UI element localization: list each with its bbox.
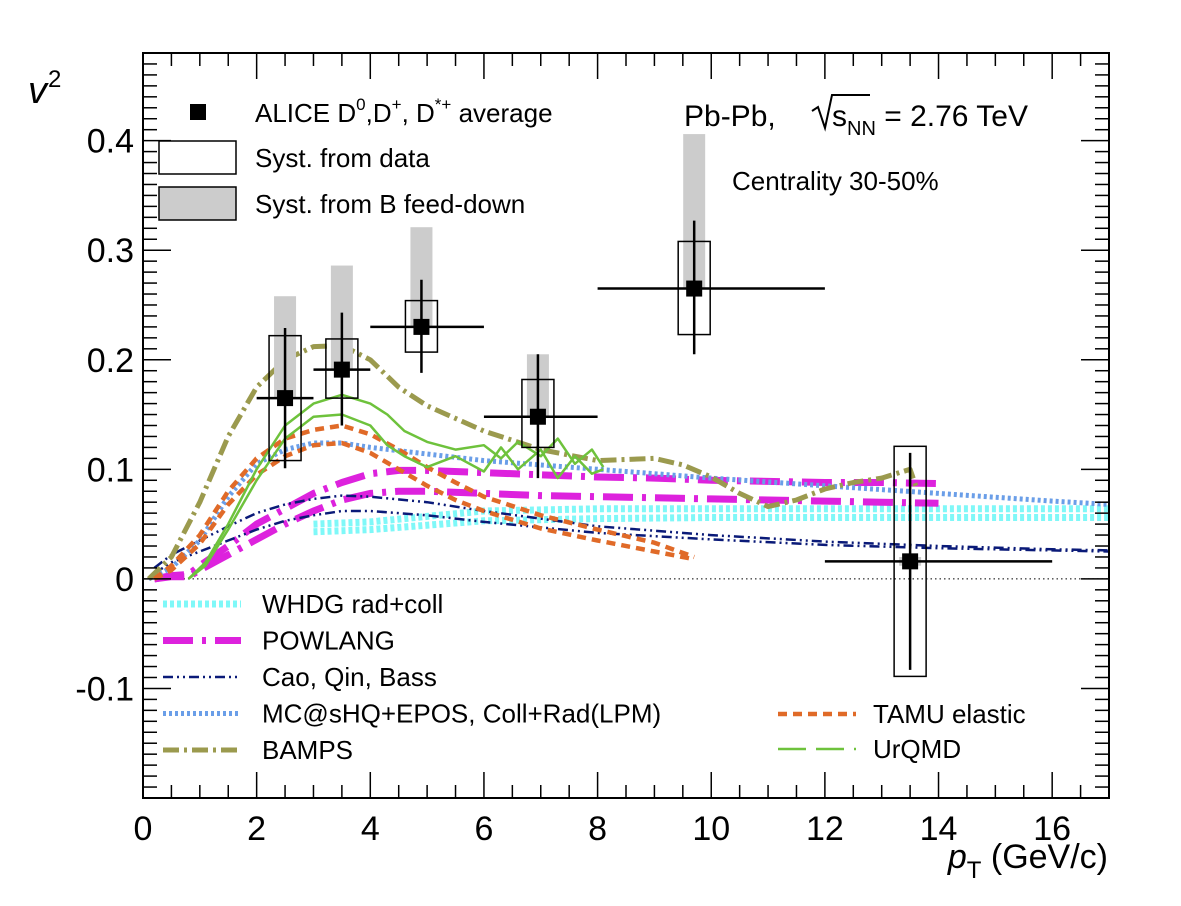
legend-label-cao-qin-bass: Cao, Qin, Bass <box>262 662 437 692</box>
model-curve-urqmd-0 <box>187 393 605 580</box>
y-tick-label: 0.2 <box>87 342 134 380</box>
legend-label-urqmd: UrQMD <box>873 734 961 764</box>
syst-feeddown-box <box>683 134 706 289</box>
y-tick-labels: -0.1 0 0.1 0.2 0.3 0.4 <box>75 123 134 709</box>
model-curve-tamu-elastic-1 <box>153 440 695 581</box>
x-tick-labels: 0 2 4 6 8 10 12 14 16 <box>134 810 1072 848</box>
data-point-marker <box>529 408 546 425</box>
legend-label-points: ALICE D0,D+, D*+ average <box>255 95 553 128</box>
model-curve-powlang-1 <box>153 487 939 583</box>
legend-label-tamu-elastic: TAMU elastic <box>873 699 1026 729</box>
data-point-marker <box>333 361 350 378</box>
legend-label-bamps: BAMPS <box>262 735 353 765</box>
energy-label: sNN = 2.76 TeV <box>832 100 1028 140</box>
model-curve-urqmd-1 <box>187 413 604 580</box>
model-curve-bamps-0 <box>146 343 919 581</box>
data-point-marker <box>902 553 919 570</box>
model-curves <box>146 343 1109 583</box>
x-tick-label: 10 <box>692 810 730 848</box>
syst-feeddown-box <box>410 227 433 327</box>
y-axis-title: v2 <box>28 66 61 112</box>
data-point-marker <box>277 390 294 407</box>
x-tick-label: 8 <box>588 810 607 848</box>
collision-system-label: Pb-Pb, <box>684 100 776 133</box>
data-point-marker <box>686 280 703 297</box>
x-tick-label: 2 <box>247 810 266 848</box>
model-curve-mc-shq-epos-coll-rad-lpm-0 <box>147 440 1109 582</box>
y-tick-label: 0.1 <box>87 451 134 489</box>
legend-swatch-syst-feeddown <box>158 186 237 221</box>
centrality-label: Centrality 30-50% <box>732 166 939 196</box>
data-points <box>256 134 1053 678</box>
x-tick-label: 14 <box>920 810 958 848</box>
y-tick-label: 0 <box>115 561 134 599</box>
model-curve-tamu-elastic-0 <box>153 423 695 581</box>
legend-marker-points <box>190 104 206 120</box>
x-tick-label: 6 <box>474 810 493 848</box>
model-curve-powlang-0 <box>153 466 939 583</box>
data-point-marker <box>413 318 430 335</box>
axis-ticks <box>142 52 1110 799</box>
model-legend: WHDG rad+coll POWLANG Cao, Qin, Bass MC@sHQ… <box>163 589 1026 765</box>
x-tick-label: 4 <box>361 810 380 848</box>
legend-label-syst-data: Syst. from data <box>255 143 430 173</box>
legend-swatch-syst-data <box>158 140 237 175</box>
legend-label-syst-feeddown: Syst. from B feed-down <box>255 189 525 219</box>
y-tick-label: 0.4 <box>87 123 134 161</box>
x-axis-title: pT (GeV/c) <box>947 838 1108 884</box>
sqrt-symbol <box>811 94 870 132</box>
legend-label-powlang: POWLANG <box>262 626 395 656</box>
legend-label-mc-shq-epos-coll-rad-lpm: MC@sHQ+EPOS, Coll+Rad(LPM) <box>262 699 661 729</box>
model-curve-whdg-rad-coll-1 <box>313 514 1109 536</box>
y-tick-label: 0.3 <box>87 232 134 270</box>
x-tick-label: 0 <box>134 810 153 848</box>
y-tick-label: -0.1 <box>75 670 134 708</box>
x-tick-label: 16 <box>1033 810 1071 848</box>
data-legend: ALICE D0,D+, D*+ average Syst. from data… <box>158 95 553 221</box>
legend-label-whdg-rad-coll: WHDG rad+coll <box>262 589 443 619</box>
x-tick-label: 12 <box>806 810 844 848</box>
